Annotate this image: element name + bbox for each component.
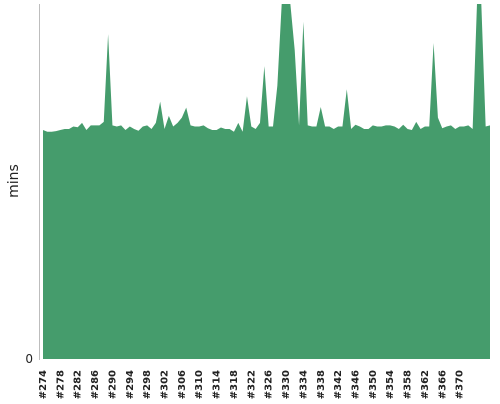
x-tick-label: #358 <box>403 370 414 399</box>
x-tick-label: #290 <box>107 370 118 399</box>
plot-area <box>43 4 490 359</box>
y-tick-label: 0 <box>25 352 33 366</box>
x-tick-label: #318 <box>229 370 240 399</box>
x-tick-label: #274 <box>38 370 49 399</box>
x-tick-label: #282 <box>73 370 84 399</box>
x-tick-label: #338 <box>316 370 327 399</box>
x-tick-label: #314 <box>212 370 223 399</box>
x-axis-ticks: 0 #274 #278 #282 #286 #290 #294 #298 #302 #306 #31… <box>25 352 465 399</box>
y-axis-label: mins <box>6 164 22 198</box>
x-tick-label: #306 <box>177 370 188 399</box>
x-tick-label: #362 <box>420 370 431 399</box>
x-tick-label: #366 <box>437 370 448 399</box>
x-tick-label: #370 <box>455 370 466 399</box>
x-tick-label: #286 <box>90 370 101 399</box>
x-tick-label: #354 <box>385 370 396 399</box>
x-tick-label: #330 <box>281 370 292 399</box>
x-tick-label: #310 <box>194 370 205 399</box>
x-tick-label: #322 <box>246 370 257 399</box>
x-tick-label: #302 <box>160 370 171 399</box>
x-tick-label: #342 <box>333 370 344 399</box>
x-tick-label: #346 <box>350 370 361 399</box>
x-tick-label: #278 <box>55 370 66 399</box>
x-tick-label: #334 <box>298 370 309 399</box>
x-tick-label: #298 <box>142 370 153 399</box>
x-tick-label: #350 <box>368 370 379 399</box>
area-series <box>43 4 490 359</box>
axes: mins <box>6 4 40 360</box>
x-tick-label: #294 <box>125 370 136 399</box>
x-tick-label: #326 <box>264 370 275 399</box>
